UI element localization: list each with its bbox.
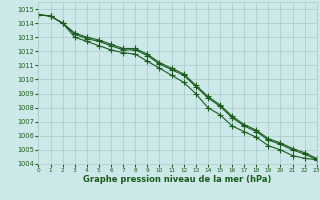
X-axis label: Graphe pression niveau de la mer (hPa): Graphe pression niveau de la mer (hPa) <box>84 175 272 184</box>
